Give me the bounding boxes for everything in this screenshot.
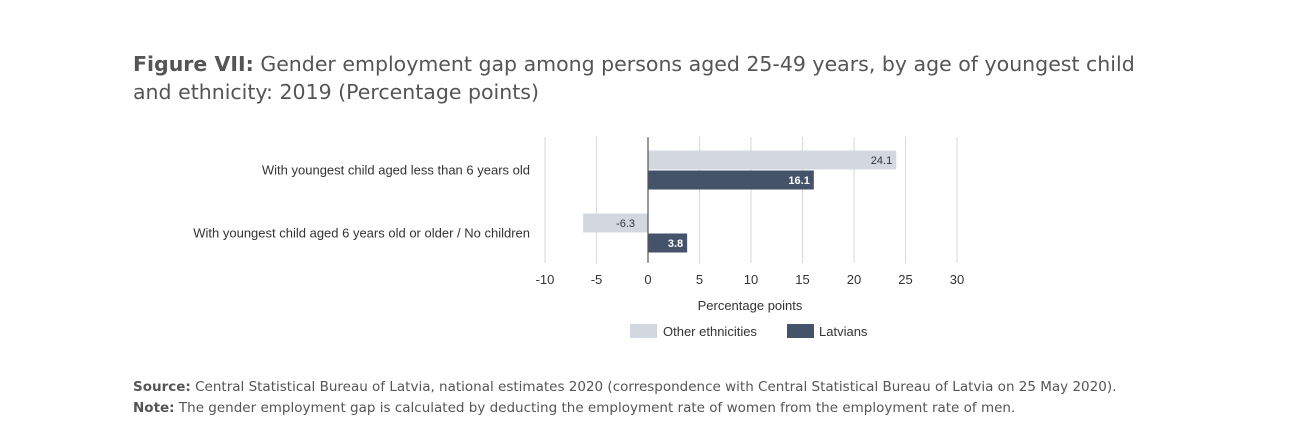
data-label: 24.1 xyxy=(871,155,892,167)
figure-title-text: Gender employment gap among persons aged… xyxy=(133,52,1135,104)
x-tick-label: 30 xyxy=(950,272,964,287)
x-tick-label: 15 xyxy=(795,272,809,287)
bar xyxy=(648,170,814,190)
data-label: 3.8 xyxy=(668,238,683,250)
source-text: Central Statistical Bureau of Latvia, na… xyxy=(195,379,1117,395)
chart-title: Figure VII: Gender employment gap among … xyxy=(133,50,1143,106)
data-label: -6.3 xyxy=(616,218,635,230)
bar xyxy=(648,233,688,253)
x-tick-label: 0 xyxy=(644,272,651,287)
note-text: The gender employment gap is calculated … xyxy=(178,400,1016,416)
legend-label: Latvians xyxy=(819,324,868,339)
x-axis-title: Percentage points xyxy=(698,298,803,313)
x-tick-label: 5 xyxy=(696,272,703,287)
category-label: With youngest child aged less than 6 yea… xyxy=(262,163,530,178)
bar xyxy=(648,150,897,170)
bar-chart: With youngest child aged less than 6 yea… xyxy=(193,137,964,339)
x-tick-label: -5 xyxy=(591,272,603,287)
x-tick-label: 20 xyxy=(847,272,861,287)
note-label: Note: xyxy=(133,400,175,416)
category-label: With youngest child aged 6 years old or … xyxy=(193,226,530,241)
bar xyxy=(583,213,648,233)
note-line: Note: The gender employment gap is calcu… xyxy=(133,398,1233,419)
x-tick-label: -10 xyxy=(536,272,555,287)
source-label: Source: xyxy=(133,379,191,395)
legend-swatch xyxy=(630,324,657,338)
chart-footer: Source: Central Statistical Bureau of La… xyxy=(133,377,1233,419)
source-line: Source: Central Statistical Bureau of La… xyxy=(133,377,1233,398)
figure-label: Figure VII: xyxy=(133,52,254,76)
x-tick-label: 10 xyxy=(744,272,758,287)
legend-swatch xyxy=(787,324,814,338)
legend-label: Other ethnicities xyxy=(663,324,757,339)
x-tick-label: 25 xyxy=(898,272,912,287)
data-label: 16.1 xyxy=(788,175,809,187)
